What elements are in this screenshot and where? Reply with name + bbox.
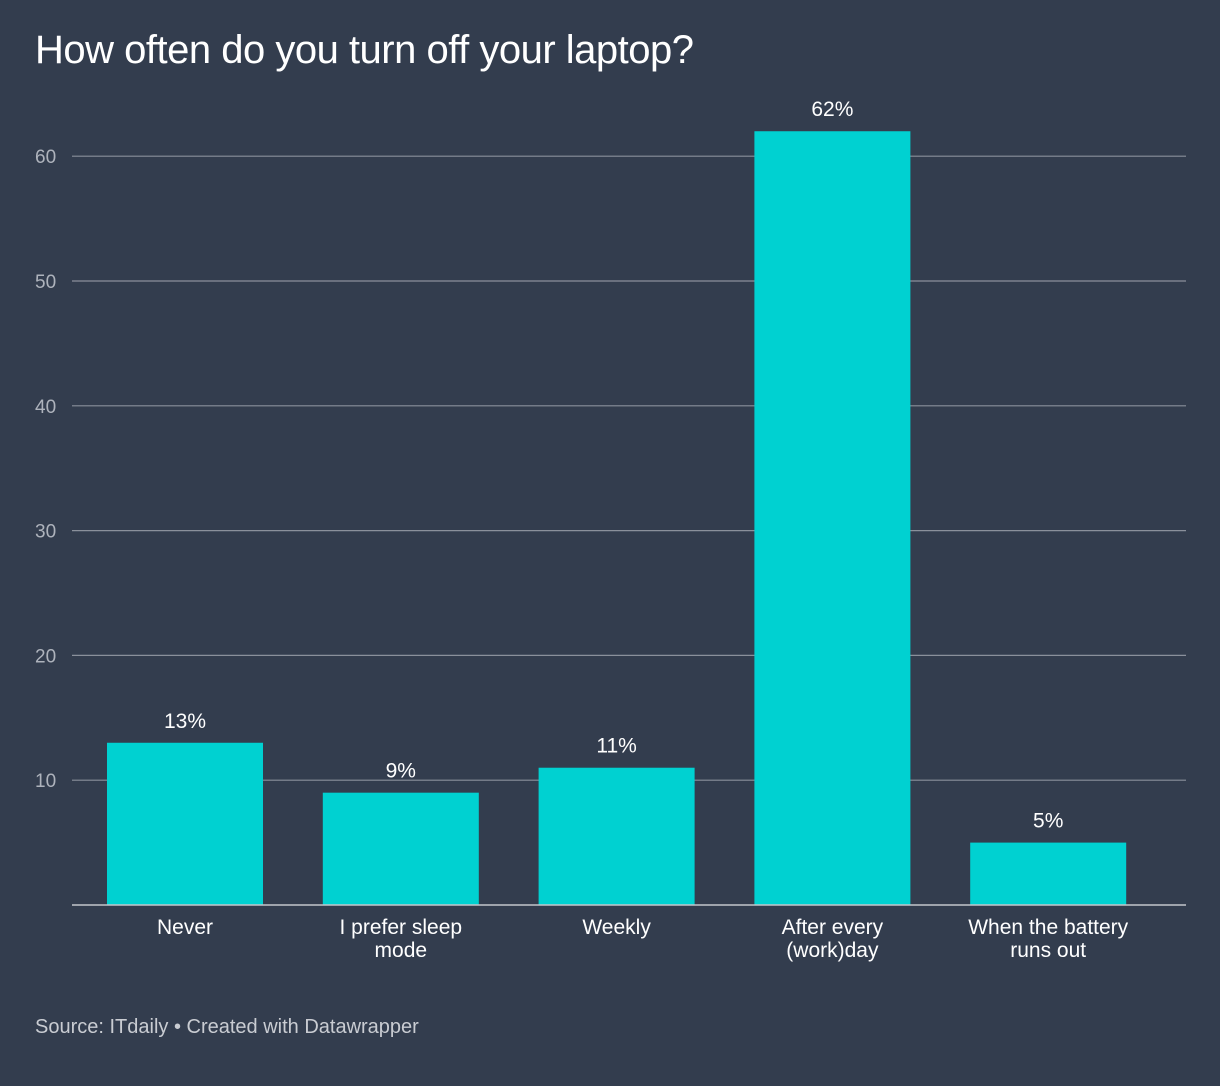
- y-tick-label: 10: [35, 771, 56, 792]
- bar-chart: 10 20 30 40 50 60 13% 9% 11% 62% 5% Never I prefer…: [35, 98, 1186, 962]
- y-tick-label: 30: [35, 522, 56, 543]
- y-tick-label: 60: [35, 147, 56, 168]
- x-tick-label: When the battery: [968, 916, 1128, 939]
- bar: [970, 842, 1127, 905]
- value-labels: 13% 9% 11% 62% 5%: [164, 98, 1063, 832]
- value-label: 11%: [596, 735, 636, 758]
- y-tick-label: 20: [35, 646, 56, 667]
- x-tick-label: Never: [157, 916, 213, 939]
- value-label: 13%: [164, 710, 206, 733]
- value-label: 62%: [811, 98, 853, 121]
- value-label: 9%: [386, 760, 416, 783]
- y-tick-label: 50: [35, 272, 56, 293]
- x-tick-label: Weekly: [582, 916, 651, 939]
- gridlines: [72, 155, 1186, 781]
- bar: [754, 131, 911, 906]
- value-label: 5%: [1033, 810, 1063, 833]
- x-tick-label: runs out: [1010, 939, 1086, 962]
- y-tick-label: 40: [35, 397, 56, 418]
- y-axis-ticks: 10 20 30 40 50 60: [35, 147, 56, 792]
- source-note: Source: ITdaily • Created with Datawrapp…: [35, 1016, 419, 1038]
- bar: [538, 767, 695, 905]
- bar: [322, 792, 479, 905]
- bars: [107, 131, 1127, 906]
- x-tick-label: mode: [375, 939, 428, 962]
- chart-title: How often do you turn off your laptop?: [35, 28, 694, 72]
- x-tick-label: (work)day: [786, 939, 879, 962]
- x-tick-label: After every: [782, 916, 884, 939]
- x-tick-label: I prefer sleep: [340, 916, 463, 939]
- bar: [107, 742, 263, 905]
